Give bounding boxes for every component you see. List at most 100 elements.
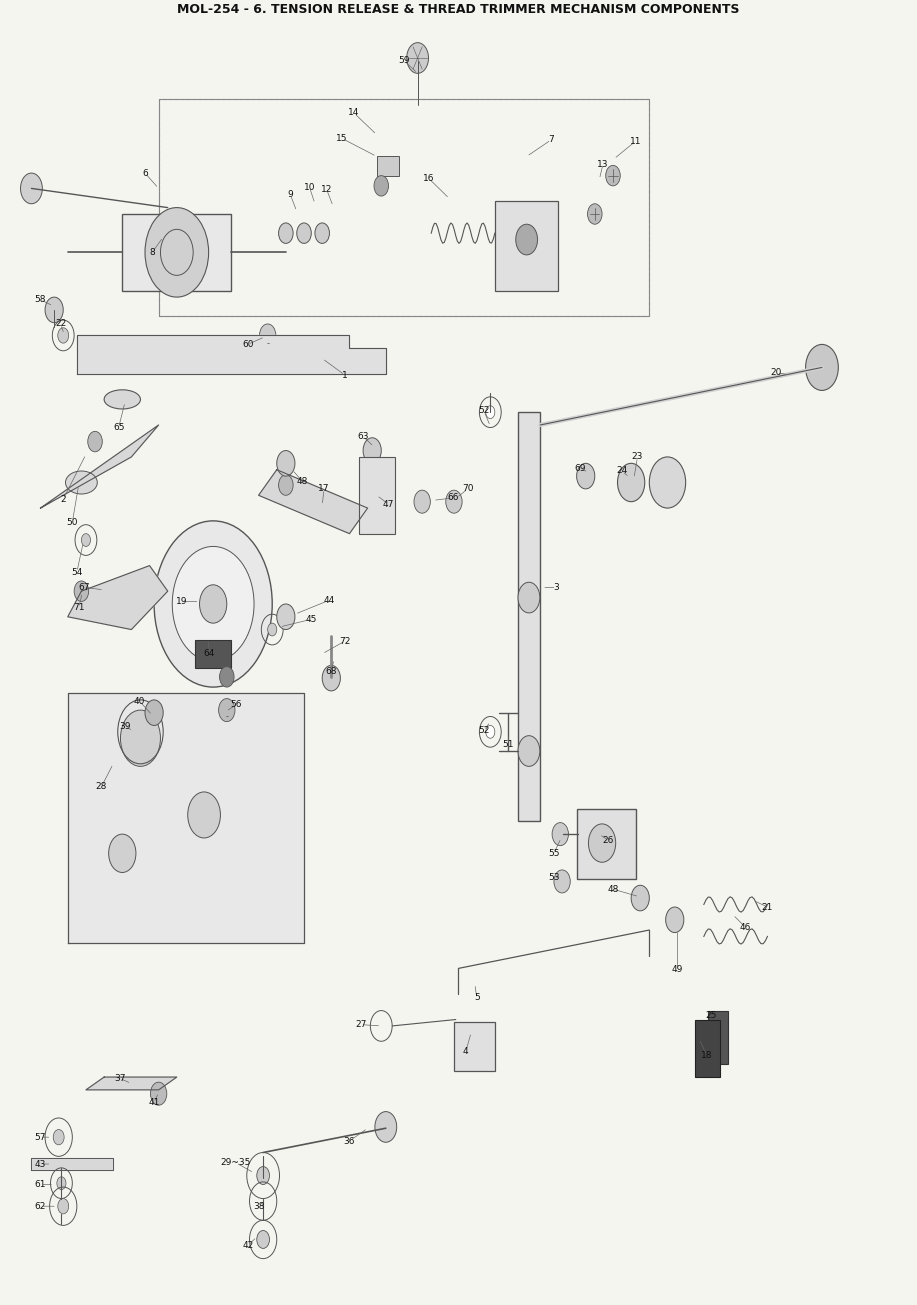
Circle shape bbox=[257, 1167, 270, 1185]
Circle shape bbox=[631, 885, 649, 911]
Text: 24: 24 bbox=[616, 466, 627, 475]
Text: 27: 27 bbox=[356, 1021, 367, 1030]
Text: 4: 4 bbox=[463, 1047, 469, 1056]
Circle shape bbox=[57, 1177, 66, 1190]
Polygon shape bbox=[40, 425, 159, 508]
Circle shape bbox=[606, 166, 620, 185]
Text: 51: 51 bbox=[503, 740, 514, 749]
Circle shape bbox=[374, 176, 389, 196]
Bar bbox=[159, 99, 649, 316]
Bar bbox=[709, 1010, 728, 1065]
Circle shape bbox=[120, 710, 160, 766]
Circle shape bbox=[666, 907, 684, 933]
Circle shape bbox=[279, 223, 293, 244]
Circle shape bbox=[407, 43, 428, 73]
Text: 28: 28 bbox=[95, 782, 107, 791]
Text: 68: 68 bbox=[326, 667, 337, 676]
Text: 37: 37 bbox=[114, 1074, 126, 1083]
Circle shape bbox=[88, 432, 103, 452]
Bar bbox=[495, 201, 558, 291]
Text: 47: 47 bbox=[382, 500, 394, 509]
Bar bbox=[377, 157, 400, 176]
Circle shape bbox=[486, 726, 495, 739]
Circle shape bbox=[150, 1082, 167, 1105]
Text: 52: 52 bbox=[479, 406, 490, 415]
Text: 65: 65 bbox=[113, 423, 125, 432]
Text: 66: 66 bbox=[447, 493, 458, 502]
Bar bbox=[577, 809, 635, 878]
Circle shape bbox=[315, 223, 329, 244]
Text: 39: 39 bbox=[119, 722, 131, 731]
Circle shape bbox=[297, 223, 311, 244]
Circle shape bbox=[20, 174, 42, 204]
Circle shape bbox=[486, 406, 495, 419]
Circle shape bbox=[172, 547, 254, 662]
Circle shape bbox=[322, 666, 340, 690]
Circle shape bbox=[74, 581, 89, 602]
Circle shape bbox=[375, 1112, 397, 1142]
Text: 53: 53 bbox=[548, 873, 559, 882]
Text: 55: 55 bbox=[548, 848, 559, 857]
Text: 46: 46 bbox=[740, 923, 751, 932]
Bar bbox=[195, 639, 231, 668]
Circle shape bbox=[268, 624, 277, 636]
Text: 58: 58 bbox=[35, 295, 46, 304]
Circle shape bbox=[577, 463, 595, 489]
Text: 40: 40 bbox=[134, 697, 145, 706]
Text: 43: 43 bbox=[35, 1160, 46, 1168]
Bar bbox=[454, 1022, 495, 1070]
Text: 17: 17 bbox=[318, 484, 330, 493]
Text: 67: 67 bbox=[78, 583, 90, 592]
Text: 59: 59 bbox=[398, 56, 410, 65]
Circle shape bbox=[260, 324, 276, 347]
Circle shape bbox=[145, 699, 163, 726]
Text: 56: 56 bbox=[230, 701, 241, 710]
Circle shape bbox=[518, 736, 540, 766]
Circle shape bbox=[554, 870, 570, 893]
Text: 3: 3 bbox=[554, 583, 559, 592]
Circle shape bbox=[617, 463, 645, 501]
Circle shape bbox=[108, 834, 136, 873]
Text: 6: 6 bbox=[142, 168, 148, 177]
Text: 13: 13 bbox=[597, 159, 609, 168]
Circle shape bbox=[446, 491, 462, 513]
Text: 63: 63 bbox=[358, 432, 369, 441]
Text: 49: 49 bbox=[672, 966, 683, 974]
Ellipse shape bbox=[65, 471, 97, 495]
Bar bbox=[204, 348, 259, 368]
Circle shape bbox=[219, 667, 234, 688]
Polygon shape bbox=[77, 335, 386, 373]
Text: 26: 26 bbox=[602, 837, 614, 846]
Circle shape bbox=[588, 204, 602, 224]
Text: 64: 64 bbox=[204, 650, 215, 658]
Polygon shape bbox=[68, 565, 168, 629]
Text: 14: 14 bbox=[348, 108, 359, 117]
Text: 62: 62 bbox=[35, 1202, 46, 1211]
Text: 20: 20 bbox=[771, 368, 782, 377]
Text: 69: 69 bbox=[575, 465, 586, 472]
Text: 42: 42 bbox=[242, 1241, 253, 1250]
Text: MOL-254 - 6. TENSION RELEASE & THREAD TRIMMER MECHANISM COMPONENTS: MOL-254 - 6. TENSION RELEASE & THREAD TR… bbox=[177, 3, 740, 16]
Bar bbox=[695, 1019, 720, 1077]
Circle shape bbox=[58, 1198, 69, 1214]
Circle shape bbox=[552, 822, 569, 846]
Text: 15: 15 bbox=[337, 134, 348, 144]
Text: 8: 8 bbox=[149, 248, 155, 257]
Text: 48: 48 bbox=[296, 476, 308, 485]
Text: 16: 16 bbox=[423, 174, 435, 183]
Text: 48: 48 bbox=[607, 885, 619, 894]
Text: 44: 44 bbox=[324, 595, 335, 604]
Ellipse shape bbox=[105, 390, 140, 408]
Circle shape bbox=[363, 437, 381, 463]
Circle shape bbox=[218, 698, 235, 722]
Text: 5: 5 bbox=[474, 993, 480, 1002]
Text: 7: 7 bbox=[548, 136, 554, 145]
Text: 71: 71 bbox=[73, 603, 84, 612]
Circle shape bbox=[45, 298, 63, 322]
Circle shape bbox=[53, 1130, 64, 1144]
Circle shape bbox=[649, 457, 686, 508]
Text: 52: 52 bbox=[479, 726, 490, 735]
Circle shape bbox=[515, 224, 537, 254]
Text: 18: 18 bbox=[701, 1051, 713, 1060]
Text: 29~35: 29~35 bbox=[221, 1159, 251, 1167]
